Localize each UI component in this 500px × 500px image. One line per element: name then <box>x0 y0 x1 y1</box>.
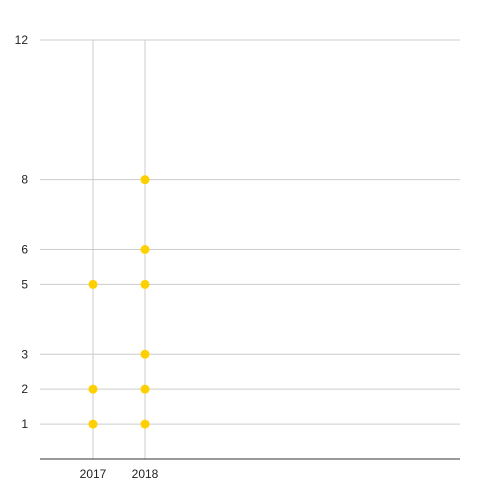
y-gridlines <box>40 39 460 425</box>
data-point <box>140 175 150 185</box>
data-point <box>88 419 98 429</box>
y-tick-label: 5 <box>21 277 28 291</box>
data-point <box>140 279 150 289</box>
y-tick-label: 3 <box>21 347 28 361</box>
data-point <box>88 384 98 394</box>
data-point <box>140 349 150 359</box>
x-tick-label: 2018 <box>132 467 159 481</box>
x-tick-label: 2017 <box>80 467 107 481</box>
y-tick-label: 6 <box>21 243 28 257</box>
data-point <box>88 279 98 289</box>
data-points <box>88 175 150 429</box>
y-tick-label: 2 <box>21 382 28 396</box>
data-point <box>140 419 150 429</box>
y-tick-label: 8 <box>21 173 28 187</box>
y-tick-label: 1 <box>21 417 28 431</box>
data-point <box>140 384 150 394</box>
y-tick-label: 12 <box>15 33 29 47</box>
data-point <box>140 245 150 254</box>
x-tick-labels: 2017 2018 <box>80 467 159 481</box>
